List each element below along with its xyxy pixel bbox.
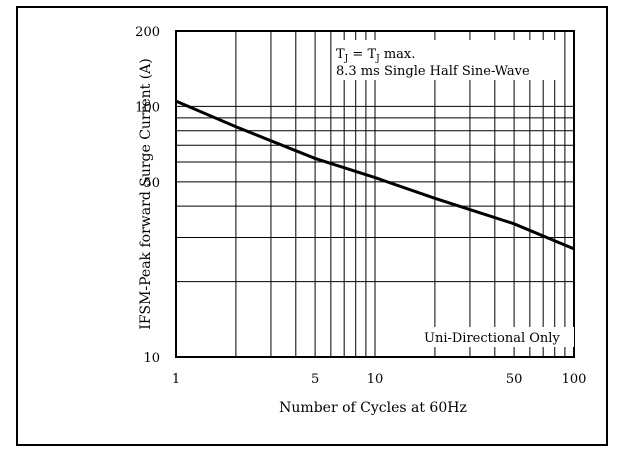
x-tick-label: 50 (506, 372, 523, 387)
y-axis-label: IFSM-Peak forward Surge Current (A) (138, 58, 154, 330)
tj-main: T (336, 47, 345, 62)
x-tick-labels: 1 5 10 50 100 (172, 372, 587, 387)
y-tick-label: 100 (135, 100, 160, 115)
x-tick-label: 5 (311, 372, 319, 387)
x-tick-label: 1 (172, 372, 180, 387)
waveform-annotation: 8.3 ms Single Half Sine-Wave (336, 64, 530, 79)
surge-current-line (175, 99, 575, 251)
y-tick-label: 50 (143, 176, 160, 191)
tj-annotation: TJ = TJ max. (336, 47, 415, 64)
annotation-background (334, 40, 564, 80)
uni-directional-note: Uni-Directional Only (424, 331, 560, 346)
x-tick-label: 10 (367, 372, 384, 387)
tj-sub: J (344, 54, 349, 64)
tj-sub2: J (375, 54, 380, 64)
x-tick-label: 100 (562, 372, 587, 387)
tj-mid: = T (348, 47, 376, 62)
y-tick-label: 200 (135, 25, 160, 40)
y-tick-label: 10 (143, 351, 160, 366)
series-group (175, 99, 575, 251)
x-axis-label: Number of Cycles at 60Hz (279, 400, 467, 416)
plot-area (175, 30, 575, 358)
tj-end: max. (380, 47, 416, 62)
grid-lines (176, 31, 574, 357)
y-tick-labels: 10 50 100 200 (135, 25, 160, 366)
note-background (422, 327, 574, 347)
